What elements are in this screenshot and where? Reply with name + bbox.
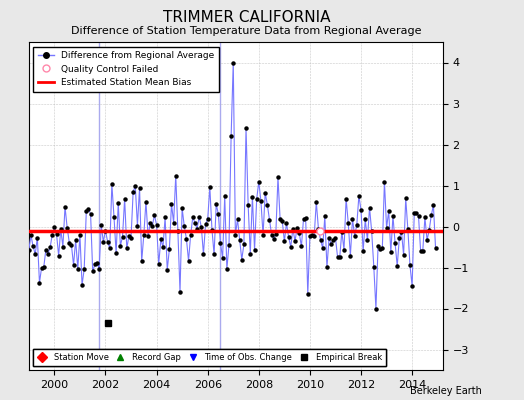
Text: Difference of Station Temperature Data from Regional Average: Difference of Station Temperature Data f…	[71, 26, 421, 36]
Text: TRIMMER CALIFORNIA: TRIMMER CALIFORNIA	[162, 10, 330, 25]
Text: Berkeley Earth: Berkeley Earth	[410, 386, 482, 396]
Legend: Station Move, Record Gap, Time of Obs. Change, Empirical Break: Station Move, Record Gap, Time of Obs. C…	[33, 348, 386, 366]
